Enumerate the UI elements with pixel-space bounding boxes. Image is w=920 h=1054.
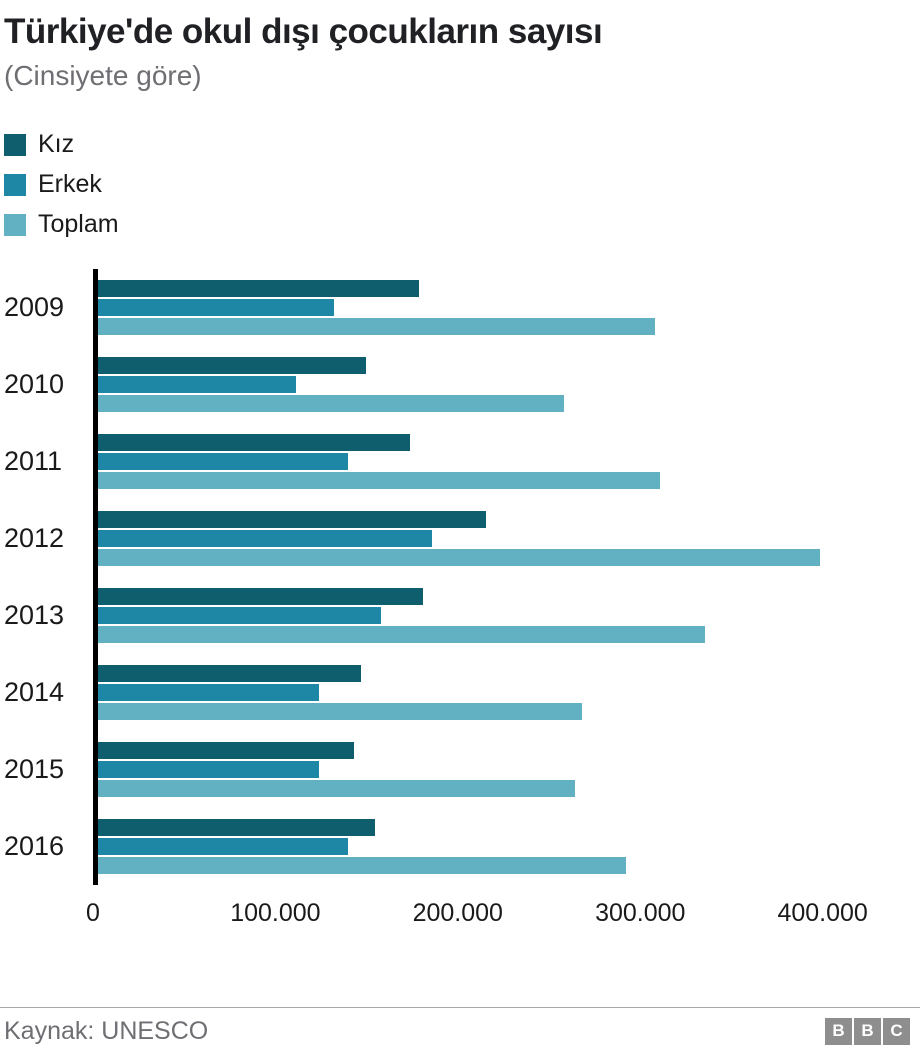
year-group-2012: 2012: [4, 500, 912, 578]
bar-series-1-year-2016: [98, 838, 349, 856]
year-group-2010: 2010: [4, 346, 912, 424]
year-label: 2013: [4, 600, 65, 631]
year-label: 2011: [4, 446, 63, 477]
bar-series-1-year-2009: [98, 299, 334, 317]
bar-series-0-year-2013: [98, 588, 423, 606]
bar-series-0-year-2011: [98, 434, 410, 452]
chart-subtitle: (Cinsiyete göre): [4, 60, 202, 92]
legend-item-1: Erkek: [4, 170, 912, 199]
bar-series-1-year-2015: [98, 761, 320, 779]
x-tick-label: 0: [86, 899, 100, 928]
bbc-logo-letter: B: [854, 1017, 881, 1045]
year-label: 2016: [4, 831, 65, 862]
bar-series-2-year-2014: [98, 703, 583, 721]
bar-series-1-year-2013: [98, 607, 381, 625]
x-tick-label: 100.000: [230, 899, 321, 928]
year-label: 2015: [4, 754, 65, 785]
bar-series-2-year-2009: [98, 318, 655, 336]
bar-series-1-year-2010: [98, 376, 296, 394]
year-group-2014: 2014: [4, 654, 912, 732]
year-group-2011: 2011: [4, 423, 912, 501]
bar-group: [93, 577, 912, 655]
bar-group: [93, 500, 912, 578]
bar-series-0-year-2012: [98, 511, 486, 529]
bar-series-2-year-2012: [98, 549, 820, 567]
bar-group: [93, 346, 912, 424]
bar-group: [93, 423, 912, 501]
bar-series-2-year-2015: [98, 780, 575, 798]
bar-series-2-year-2016: [98, 857, 626, 875]
chart-plot: 2009 2010 2011 2012 2013 2014 2015 2016: [4, 269, 912, 886]
bar-series-1-year-2011: [98, 453, 349, 471]
year-group-2009: 2009: [4, 269, 912, 347]
bar-group: [93, 731, 912, 809]
x-tick-label: 300.000: [595, 899, 686, 928]
legend-swatch: [4, 213, 26, 236]
bar-group: [93, 808, 912, 886]
year-label: 2012: [4, 523, 65, 554]
x-tick-label: 400.000: [777, 899, 868, 928]
chart: 2009 2010 2011 2012 2013 2014 2015 2016 0 100.00…: [4, 269, 912, 939]
legend-label: Kız: [38, 130, 75, 159]
legend-swatch: [4, 133, 26, 156]
legend-item-0: Kız: [4, 130, 912, 159]
bar-series-2-year-2010: [98, 395, 564, 413]
year-label: 2010: [4, 369, 65, 400]
x-axis: 0 100.000 200.000 300.000 400.000: [86, 891, 912, 939]
chart-title: Türkiye'de okul dışı çocukların sayısı: [4, 12, 603, 51]
bar-series-1-year-2012: [98, 530, 432, 548]
legend-swatch: [4, 173, 26, 196]
bbc-logo-letter: B: [825, 1017, 852, 1045]
bar-series-0-year-2016: [98, 819, 376, 837]
bar-series-0-year-2009: [98, 280, 419, 298]
bar-series-2-year-2011: [98, 472, 660, 490]
bar-series-1-year-2014: [98, 684, 320, 702]
bar-series-0-year-2014: [98, 665, 361, 683]
bar-group: [93, 269, 912, 347]
year-group-2015: 2015: [4, 731, 912, 809]
bar-group: [93, 654, 912, 732]
page: Türkiye'de okul dışı çocukların sayısı (…: [4, 12, 912, 939]
bbc-logo-letter: C: [883, 1017, 910, 1045]
year-label: 2014: [4, 677, 65, 708]
bar-series-2-year-2013: [98, 626, 706, 644]
year-label: 2009: [4, 292, 65, 323]
source-credit: Kaynak: UNESCO: [4, 1016, 209, 1045]
year-group-2016: 2016: [4, 808, 912, 886]
legend-item-2: Toplam: [4, 210, 912, 239]
legend-label: Toplam: [38, 210, 119, 239]
bar-series-0-year-2015: [98, 742, 354, 760]
legend: Kız Erkek Toplam: [4, 130, 912, 239]
bar-series-0-year-2010: [98, 357, 367, 375]
legend-label: Erkek: [38, 170, 102, 199]
year-group-2013: 2013: [4, 577, 912, 655]
x-tick-label: 200.000: [412, 899, 503, 928]
